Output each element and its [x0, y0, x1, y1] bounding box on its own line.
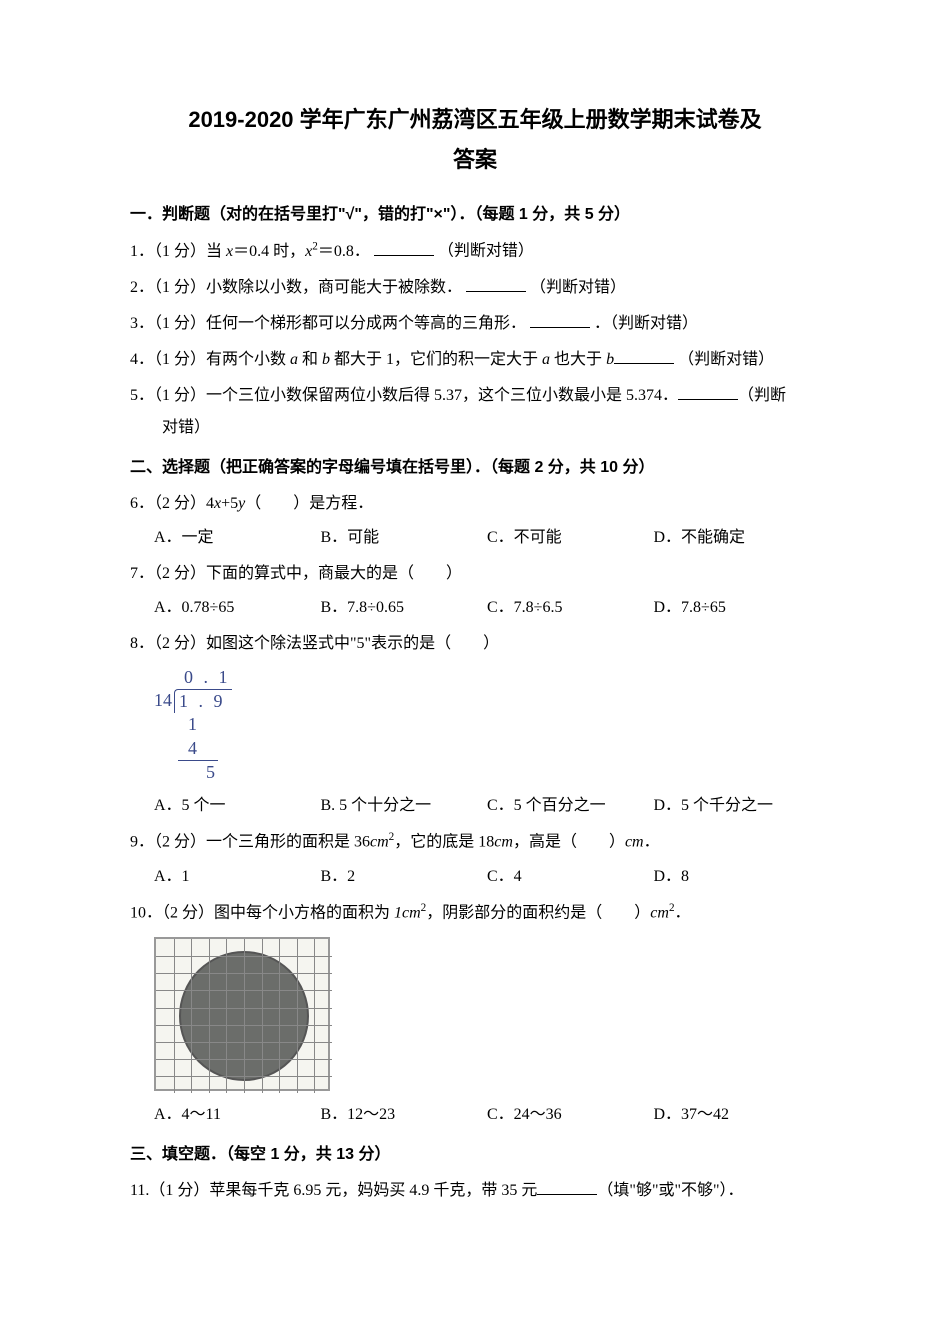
grid-circle-diagram	[154, 937, 330, 1091]
section-3-heading: 三、填空题．（每空 1 分，共 13 分）	[130, 1139, 820, 1171]
q9-option-c: C．4	[487, 861, 654, 893]
q11-blank	[537, 1179, 597, 1195]
question-6: 6．（2 分）4x+5y（ ）是方程． A．一定 B．可能 C．不可能 D．不能…	[130, 488, 820, 554]
q2-blank	[466, 276, 526, 292]
q11-text-b: （填"够"或"不够"）．	[597, 1182, 743, 1199]
question-5: 5．（1 分）一个三位小数保留两位小数后得 5.37，这个三位小数最小是 5.3…	[130, 380, 820, 444]
q8-option-b: B. 5 个十分之一	[321, 790, 488, 822]
q3-text: 3．（1 分）任何一个梯形都可以分成两个等高的三角形．	[130, 315, 526, 332]
q8-options: A．5 个一 B. 5 个十分之一 C．5 个百分之一 D．5 个千分之一	[130, 790, 820, 822]
q4-text: 4．（1 分）有两个小数 a 和 b 都大于 1，它们的积一定大于 a 也大于 …	[130, 351, 614, 368]
q1-text: 1．（1 分）当 x＝0.4 时，x2＝0.8．	[130, 243, 370, 260]
question-3: 3．（1 分）任何一个梯形都可以分成两个等高的三角形． ．（判断对错）	[130, 308, 820, 340]
section-2-heading: 二、选择题（把正确答案的字母编号填在括号里）．（每题 2 分，共 10 分）	[130, 452, 820, 484]
q5-text-c: 对错）	[130, 412, 820, 444]
division-diagram: 0 . 1 14 1 . 9 1 4 5	[130, 660, 232, 791]
q3-suffix: ．（判断对错）	[594, 315, 698, 332]
q6-option-d: D．不能确定	[654, 522, 821, 554]
q5-text-a: 5．（1 分）一个三位小数保留两位小数后得 5.37，这个三位小数最小是 5.3…	[130, 387, 678, 404]
q2-text: 2．（1 分）小数除以小数，商可能大于被除数．	[130, 279, 462, 296]
q1-blank	[374, 240, 434, 256]
q10-option-b: B．12～23	[321, 1099, 488, 1131]
q6-option-a: A．一定	[154, 522, 321, 554]
q8-option-d: D．5 个千分之一	[654, 790, 821, 822]
title-line-1: 2019-2020 学年广东广州荔湾区五年级上册数学期末试卷及	[130, 100, 820, 140]
q9-options: A．1 B．2 C．4 D．8	[130, 861, 820, 893]
q10-option-a: A．4～11	[154, 1099, 321, 1131]
q10-option-d: D．37～42	[654, 1099, 821, 1131]
q5-blank	[678, 384, 738, 400]
div-subtract: 1 4	[178, 713, 218, 761]
q2-suffix: （判断对错）	[530, 279, 626, 296]
q7-option-d: D．7.8÷65	[654, 592, 821, 624]
question-9: 9．（2 分）一个三角形的面积是 36cm2，它的底是 18cm，高是（ ）cm…	[130, 826, 820, 892]
q10-options: A．4～11 B．12～23 C．24～36 D．37～42	[130, 1099, 820, 1131]
q9-option-a: A．1	[154, 861, 321, 893]
q3-blank	[530, 312, 590, 328]
q7-option-c: C．7.8÷6.5	[487, 592, 654, 624]
q9-text: 9．（2 分）一个三角形的面积是 36cm2，它的底是 18cm，高是（ ）cm…	[130, 826, 820, 858]
question-7: 7．（2 分）下面的算式中，商最大的是（ ） A．0.78÷65 B．7.8÷0…	[130, 558, 820, 624]
q9-option-d: D．8	[654, 861, 821, 893]
q7-option-b: B．7.8÷0.65	[321, 592, 488, 624]
question-2: 2．（1 分）小数除以小数，商可能大于被除数． （判断对错）	[130, 272, 820, 304]
q4-blank	[614, 348, 674, 364]
title-line-2: 答案	[130, 140, 820, 180]
q9-option-b: B．2	[321, 861, 488, 893]
q8-option-c: C．5 个百分之一	[487, 790, 654, 822]
section-1-heading: 一．判断题（对的在括号里打"√"，错的打"×"）．（每题 1 分，共 5 分）	[130, 199, 820, 231]
q8-text: 8．（2 分）如图这个除法竖式中"5"表示的是（ ）	[130, 628, 820, 660]
q10-text: 10．（2 分）图中每个小方格的面积为 1cm2，阴影部分的面积约是（ ）cm2…	[130, 897, 820, 929]
q1-suffix: （判断对错）	[438, 243, 534, 260]
div-quotient: 0 . 1	[154, 666, 232, 689]
question-11: 11.（1 分）苹果每千克 6.95 元，妈妈买 4.9 千克，带 35 元 （填…	[130, 1175, 820, 1207]
q10-option-c: C．24～36	[487, 1099, 654, 1131]
div-remainder: 5	[154, 761, 232, 784]
div-dividend: 1 . 9	[174, 689, 232, 713]
question-10: 10．（2 分）图中每个小方格的面积为 1cm2，阴影部分的面积约是（ ）cm2…	[130, 897, 820, 1131]
page-title: 2019-2020 学年广东广州荔湾区五年级上册数学期末试卷及 答案	[130, 100, 820, 179]
q6-option-c: C．不可能	[487, 522, 654, 554]
question-8: 8．（2 分）如图这个除法竖式中"5"表示的是（ ） 0 . 1 14 1 . …	[130, 628, 820, 823]
q4-suffix: （判断对错）	[678, 351, 774, 368]
q6-options: A．一定 B．可能 C．不可能 D．不能确定	[130, 522, 820, 554]
q7-options: A．0.78÷65 B．7.8÷0.65 C．7.8÷6.5 D．7.8÷65	[130, 592, 820, 624]
grid-lines	[156, 939, 328, 1089]
q8-option-a: A．5 个一	[154, 790, 321, 822]
q7-text: 7．（2 分）下面的算式中，商最大的是（ ）	[130, 558, 820, 590]
q11-text-a: 11.（1 分）苹果每千克 6.95 元，妈妈买 4.9 千克，带 35 元	[130, 1182, 537, 1199]
question-4: 4．（1 分）有两个小数 a 和 b 都大于 1，它们的积一定大于 a 也大于 …	[130, 344, 820, 376]
q6-text: 6．（2 分）4x+5y（ ）是方程．	[130, 488, 820, 520]
q7-option-a: A．0.78÷65	[154, 592, 321, 624]
q6-option-b: B．可能	[321, 522, 488, 554]
div-divisor: 14	[154, 689, 174, 712]
q5-text-b: （判断	[738, 387, 786, 404]
question-1: 1．（1 分）当 x＝0.4 时，x2＝0.8． （判断对错）	[130, 235, 820, 267]
